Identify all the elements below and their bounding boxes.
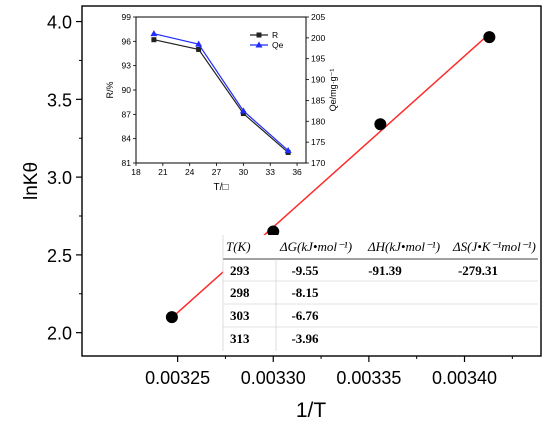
inset-right-tick-label: 195 — [311, 54, 325, 64]
inset-x-tick-label: 18 — [131, 167, 141, 177]
table-cell: -8.15 — [291, 285, 319, 300]
main-y-tick-label: 2.0 — [47, 324, 72, 344]
main-y-tick-label: 3.5 — [47, 90, 72, 110]
inset-left-tick-label: 90 — [122, 85, 132, 95]
inset-right-tick-label: 205 — [311, 12, 325, 22]
table-header-cell: ΔS(J•K⁻¹mol⁻¹) — [452, 239, 536, 254]
main-x-axis-label: 1/T — [296, 399, 327, 422]
main-x-tick-label: 0.00335 — [336, 368, 401, 388]
inset-right-tick-label: 190 — [311, 75, 325, 85]
data-point — [374, 118, 387, 131]
thermodynamic-table: T(K) ΔG(kJ•mol⁻¹) ΔH(kJ•mol⁻¹) ΔS(J•K⁻¹mol⁻… — [222, 235, 538, 353]
inset-left-tick-label: 93 — [122, 61, 132, 71]
inset-left-tick-label: 87 — [122, 109, 132, 119]
inset-left-tick-label: 96 — [122, 36, 132, 46]
inset-square-marker — [240, 111, 246, 117]
inset-right-y-axis-label: Qe/mg·g⁻¹ — [328, 69, 338, 112]
main-x-ticks: 0.00325 0.00330 0.00335 0.00340 — [145, 356, 513, 388]
table-cell: -3.96 — [291, 331, 319, 346]
inset-triangle-marker — [284, 146, 292, 153]
inset-square-marker — [151, 37, 157, 43]
inset-left-tick-label: 84 — [122, 134, 132, 144]
main-y-tick-label: 4.0 — [47, 13, 72, 33]
table-header-cell: ΔG(kJ•mol⁻¹) — [279, 239, 352, 254]
table-header-cell: T(K) — [226, 239, 251, 254]
main-y-tick-label: 3.0 — [47, 168, 72, 188]
inset-left-y-ticks: 81 84 87 90 93 96 99 — [122, 12, 136, 168]
legend-label: Qe — [272, 40, 284, 50]
data-point — [483, 31, 496, 44]
main-x-tick-label: 0.00340 — [432, 368, 497, 388]
inset-left-y-axis-label: R/% — [105, 81, 115, 98]
table-cell: -6.76 — [291, 308, 319, 323]
inset-triangle-marker — [195, 40, 203, 47]
table-cell: -9.55 — [291, 263, 319, 278]
inset-x-tick-label: 33 — [265, 167, 275, 177]
inset-left-tick-label: 81 — [122, 158, 132, 168]
table-cell: -279.31 — [458, 263, 498, 278]
inset-x-tick-label: 36 — [292, 167, 302, 177]
main-x-tick-label: 0.00330 — [241, 368, 306, 388]
inset-right-tick-label: 200 — [311, 33, 325, 43]
table-cell: 298 — [230, 285, 250, 300]
inset-series-line — [153, 39, 289, 153]
inset-x-tick-label: 30 — [239, 167, 249, 177]
legend-triangle-marker — [255, 41, 263, 48]
table-cell: 313 — [230, 331, 250, 346]
inset-series-line — [153, 33, 289, 151]
inset-x-tick-label: 27 — [212, 167, 222, 177]
data-point — [165, 311, 178, 324]
table-cell: -91.39 — [368, 263, 402, 278]
table-cell: 303 — [230, 308, 250, 323]
inset-triangle-marker — [150, 30, 158, 37]
table-cell: 293 — [230, 263, 250, 278]
table-header-cell: ΔH(kJ•mol⁻¹) — [367, 239, 440, 254]
legend-label: R — [272, 30, 278, 40]
inset-triangle-marker — [239, 107, 247, 114]
main-y-axis-label: lnKθ — [21, 162, 42, 200]
main-x-tick-label: 0.00325 — [145, 368, 210, 388]
inset-right-y-ticks: 170 175 180 185 190 195 200 205 — [306, 12, 325, 168]
legend-square-marker — [256, 32, 262, 38]
main-y-tick-label: 2.5 — [47, 246, 72, 266]
inset-right-tick-label: 170 — [311, 158, 325, 168]
inset-plot-frame — [135, 16, 307, 164]
inset-x-tick-label: 24 — [185, 167, 195, 177]
main-y-ticks: 2.0 2.5 3.0 3.5 4.0 — [47, 13, 82, 344]
inset-left-tick-label: 99 — [122, 12, 132, 22]
table-background — [223, 235, 538, 353]
inset-right-tick-label: 175 — [311, 137, 325, 147]
inset-series-area — [150, 30, 292, 155]
inset-x-ticks: 18 21 24 27 30 33 36 — [131, 163, 302, 177]
inset-legend: RQe — [250, 30, 284, 50]
inset-square-marker — [196, 46, 202, 52]
inset-right-tick-label: 180 — [311, 116, 325, 126]
data-point — [267, 225, 280, 238]
inset-right-tick-label: 185 — [311, 95, 325, 105]
inset-x-axis-label: T/□ — [214, 182, 229, 193]
inset-x-tick-label: 21 — [158, 167, 168, 177]
